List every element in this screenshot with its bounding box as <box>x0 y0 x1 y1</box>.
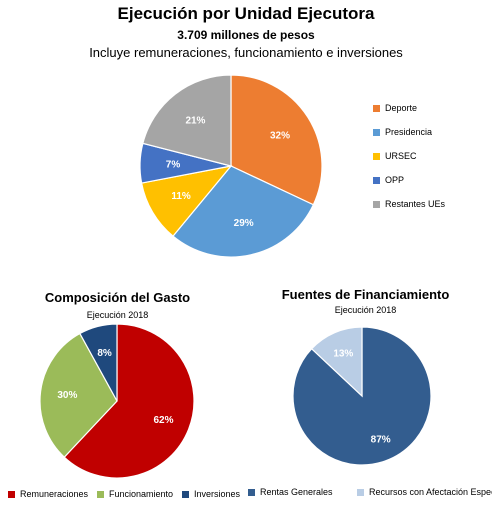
chart2-label-inversiones: 8% <box>97 348 112 359</box>
chart1-legend-swatch <box>373 128 380 136</box>
chart2-title: Composición del Gasto <box>44 290 191 305</box>
chart2-slice-funcionamiento <box>39 332 118 458</box>
chart1-title: Ejecución por Unidad Ejecutora <box>117 4 375 23</box>
chart1-legend-swatch <box>373 176 380 184</box>
chart1-note: Incluye remuneraciones, funcionamiento e… <box>89 45 403 60</box>
chart1-label-deporte: 32% <box>270 130 290 141</box>
chart1-legend-deporte: Deporte <box>373 103 417 113</box>
chart3-legend-recursos-con-afectacion-especial: Recursos con Afectación Especial <box>357 487 492 497</box>
chart3-legend-rentas-generales: Rentas Generales <box>248 487 333 497</box>
chart3-legend-label: Recursos con Afectación Especial <box>369 487 492 497</box>
chart1-legend-presidencia: Presidencia <box>373 127 432 137</box>
chart1-legend-label: Deporte <box>385 103 418 113</box>
chart2-slice-inversiones <box>79 323 118 402</box>
chart3-title: Fuentes de Financiamiento <box>281 287 450 302</box>
chart3-slice-recursos-con-afectacion-especial <box>310 326 363 398</box>
chart1-legend-opp: OPP <box>373 175 404 185</box>
chart1-legend-label: Presidencia <box>385 127 433 137</box>
chart1-slice-restantes-ues <box>142 74 232 167</box>
chart3-label-rentas-generales: 87% <box>371 435 391 446</box>
chart2-label-funcionamiento: 30% <box>57 390 77 401</box>
chart2-legend-inversiones: Inversiones <box>182 489 240 499</box>
chart2-legend-label: Inversiones <box>194 489 241 499</box>
chart1-legend-restantes-ues: Restantes UEs <box>373 199 445 209</box>
chart2-legend-swatch <box>8 490 15 498</box>
chart1-legend-swatch <box>373 200 380 208</box>
chart1-legend-label: URSEC <box>385 151 417 161</box>
chart1-legend-label: Restantes UEs <box>385 199 446 209</box>
chart1-slice-ursec <box>140 165 233 237</box>
chart2-legend-swatch <box>182 490 189 498</box>
chart1-label-ursec: 11% <box>171 191 191 202</box>
chart2-legend-label: Remuneraciones <box>20 489 89 499</box>
chart1-slice-opp <box>139 142 232 184</box>
chart3-subtitle: Ejecución 2018 <box>334 305 397 315</box>
chart1-slice-presidencia <box>172 165 315 258</box>
chart3-legend-swatch <box>357 488 364 496</box>
chart3-legend-swatch <box>248 488 255 496</box>
chart3-slice-rentas-generales <box>292 326 432 466</box>
chart2-slice-remuneraciones <box>63 323 195 479</box>
chart1-slice-deporte <box>230 74 323 206</box>
chart2-legend-remuneraciones: Remuneraciones <box>8 489 88 499</box>
chart1-legend-swatch <box>373 152 380 160</box>
chart1-legend-ursec: URSEC <box>373 151 417 161</box>
chart3-legend-label: Rentas Generales <box>260 487 333 497</box>
chart2-label-remuneraciones: 62% <box>153 415 173 426</box>
chart1-label-presidencia: 29% <box>234 218 254 229</box>
chart2-legend-funcionamiento: Funcionamiento <box>97 489 173 499</box>
chart2-legend-label: Funcionamiento <box>109 489 174 499</box>
chart1-label-restantes-ues: 21% <box>185 116 205 127</box>
chart1-legend-label: OPP <box>385 175 405 185</box>
chart2-subtitle: Ejecución 2018 <box>86 310 149 320</box>
chart3-label-recursos-con-afectacion-especial: 13% <box>333 348 353 359</box>
chart2-legend-swatch <box>97 490 104 498</box>
chart1-subtitle: 3.709 millones de pesos <box>177 28 315 42</box>
chart1-legend-swatch <box>373 104 380 112</box>
chart1-label-opp: 7% <box>166 160 181 171</box>
